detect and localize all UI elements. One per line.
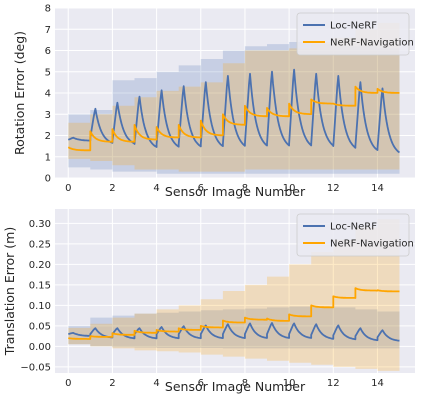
y-tick-label: 0.30 xyxy=(29,219,51,230)
line-loc-nerf xyxy=(67,68,401,154)
legend: Loc-NeRF NeRF-Navigation xyxy=(296,12,414,56)
y-tick-label: 0 xyxy=(45,174,51,185)
y-tick-label: 1 xyxy=(45,152,51,163)
legend-label: NeRF-Navigation xyxy=(330,239,414,250)
legend-label: Loc-NeRF xyxy=(330,222,377,233)
x-tick-label: 6 xyxy=(198,378,204,389)
x-tick-label: 10 xyxy=(283,378,296,389)
x-axis-label: Sensor Image Number xyxy=(165,379,306,394)
y-tick-label: 4 xyxy=(45,89,51,100)
y-tick-label: 0.00 xyxy=(29,342,51,353)
legend-label: Loc-NeRF xyxy=(330,21,377,32)
y-tick-label: 3 xyxy=(45,110,51,121)
y-tick-label: 0.15 xyxy=(29,280,51,291)
x-tick-label: 14 xyxy=(371,378,384,389)
x-axis-label: Sensor Image Number xyxy=(165,184,306,199)
y-tick-label: 6 xyxy=(45,46,51,57)
legend-label: NeRF-Navigation xyxy=(330,38,414,49)
line-nerf-navigation xyxy=(67,85,400,152)
legend-box xyxy=(296,12,410,56)
y-tick-label: 0.05 xyxy=(29,321,51,332)
y-tick-label: 8 xyxy=(45,4,51,15)
x-tick-label: 0 xyxy=(65,183,71,194)
x-tick-label: 12 xyxy=(327,378,340,389)
y-tick-label: −0.05 xyxy=(20,362,51,373)
y-tick-label: 0.25 xyxy=(29,239,51,250)
x-tick-label: 6 xyxy=(198,183,204,194)
y-tick-label: 5 xyxy=(45,67,51,78)
x-tick-label: 0 xyxy=(65,378,71,389)
y-tick-label: 0.20 xyxy=(29,260,51,271)
y-axis-label: Translation Error (m) xyxy=(2,227,17,356)
y-axis-label: Rotation Error (deg) xyxy=(12,31,27,155)
x-tick-label: 10 xyxy=(283,183,296,194)
x-tick-label: 12 xyxy=(327,183,340,194)
x-tick-label: 4 xyxy=(153,378,159,389)
legend-box xyxy=(296,213,410,257)
y-tick-label: 2 xyxy=(45,131,51,142)
y-tick-label: 7 xyxy=(45,25,51,36)
x-tick-label: 8 xyxy=(242,378,248,389)
line-nerf-navigation xyxy=(68,287,400,340)
chart-panel-1: 0 2 4 6 8 10 12 14 −0.05 0.00 0.05 0.10 0.15 0.20 0.25… xyxy=(2,209,415,394)
legend: Loc-NeRF NeRF-Navigation xyxy=(296,213,414,257)
y-tick-label: 0.10 xyxy=(29,301,51,312)
x-tick-label: 8 xyxy=(242,183,248,194)
x-tick-label: 2 xyxy=(109,183,115,194)
x-tick-label: 14 xyxy=(371,183,384,194)
x-tick-label: 4 xyxy=(153,183,159,194)
band-nerf-navigation xyxy=(68,22,400,172)
x-tick-label: 2 xyxy=(109,378,115,389)
